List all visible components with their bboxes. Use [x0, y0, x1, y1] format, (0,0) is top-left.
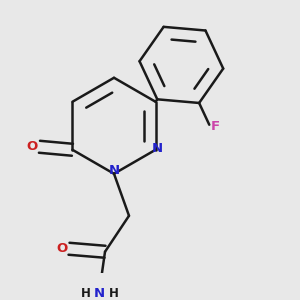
Text: O: O	[56, 242, 67, 255]
Text: H: H	[109, 287, 118, 300]
Text: N: N	[152, 142, 163, 155]
Text: N: N	[93, 287, 105, 300]
Text: H: H	[81, 287, 90, 300]
Text: N: N	[108, 164, 120, 177]
Text: F: F	[211, 120, 220, 133]
Text: O: O	[26, 140, 38, 153]
